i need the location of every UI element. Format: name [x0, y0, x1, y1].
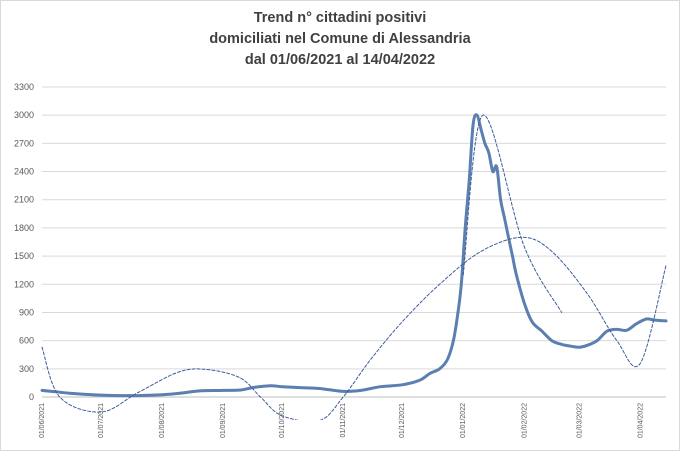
y-tick-label: 600 [19, 336, 34, 346]
gridlines [42, 86, 666, 398]
y-tick-label: 2400 [14, 167, 34, 177]
chart-title: Trend n° cittadini positivi domiciliati … [0, 8, 680, 71]
x-tick-label: 01/02/2022 [521, 403, 528, 438]
y-tick-label: 3000 [14, 110, 34, 120]
x-tick-label: 01/09/2021 [220, 403, 227, 438]
y-axis-ticks: 3300300027002400210018001500120090060030… [14, 82, 34, 402]
x-tick-label: 01/01/2022 [460, 403, 467, 438]
chart-title-line-2: domiciliati nel Comune di Alessandria [209, 31, 471, 47]
x-tick-label: 01/06/2021 [39, 403, 46, 438]
x-tick-label: 01/08/2021 [159, 403, 166, 438]
series-lines [40, 113, 668, 420]
trend-line-1 [41, 236, 667, 420]
y-tick-label: 2700 [14, 138, 34, 148]
y-tick-label: 1500 [14, 251, 34, 261]
y-tick-label: 3300 [14, 82, 34, 92]
y-tick-label: 1200 [14, 279, 34, 289]
y-tick-label: 900 [19, 307, 34, 317]
positives-series-line [40, 113, 668, 398]
y-tick-label: 0 [29, 392, 34, 402]
x-tick-label: 01/11/2021 [340, 403, 347, 438]
x-tick-label: 01/12/2021 [399, 403, 406, 438]
chart-title-line-3: dal 01/06/2021 al 14/04/2022 [244, 52, 436, 68]
chart-title-line-1: Trend n° cittadini positivi [253, 10, 427, 26]
x-axis-ticks: 01/06/2021 01/07/2021 01/08/2021 01/09/2021… [39, 403, 644, 438]
x-tick-label: 01/04/2022 [637, 403, 644, 438]
y-tick-label: 2100 [14, 195, 34, 205]
x-tick-label: 01/07/2021 [98, 403, 105, 438]
x-tick-label: 01/03/2022 [576, 403, 583, 438]
y-tick-label: 300 [19, 364, 34, 374]
x-tick-label: 01/10/2021 [279, 403, 286, 438]
trend-line-2 [462, 114, 563, 313]
y-tick-label: 1800 [14, 223, 34, 233]
